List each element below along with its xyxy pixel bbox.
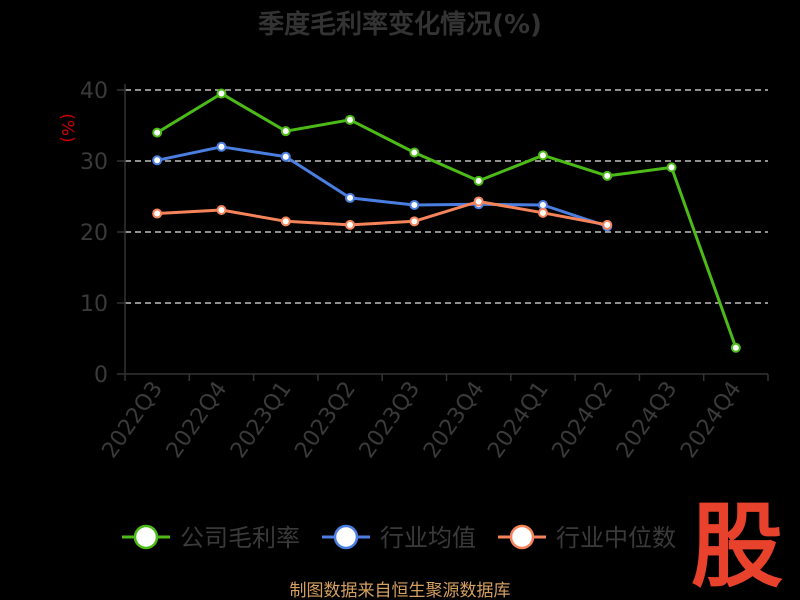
data-point[interactable] [409, 216, 420, 227]
data-point[interactable] [537, 207, 548, 218]
gridlines [125, 89, 768, 304]
series-line [155, 200, 609, 227]
legend-label: 行业中位数 [556, 524, 676, 552]
series-line [155, 145, 609, 228]
y-tick-label: 30 [80, 150, 108, 175]
legend-marker [133, 524, 159, 550]
data-point[interactable] [730, 342, 741, 353]
y-axis-unit: (%) [57, 113, 77, 142]
data-point[interactable] [473, 175, 484, 186]
data-point[interactable] [216, 141, 227, 152]
data-point[interactable] [666, 162, 677, 173]
chart-title: 季度毛利率变化情况(%) [258, 9, 542, 40]
legend-label: 公司毛利率 [180, 524, 300, 552]
data-point[interactable] [152, 208, 163, 219]
data-point[interactable] [602, 219, 613, 230]
data-point[interactable] [216, 204, 227, 215]
legend-label: 行业均值 [380, 524, 476, 552]
y-tick-label: 0 [94, 363, 108, 388]
data-point[interactable] [409, 147, 420, 158]
data-point[interactable] [152, 155, 163, 166]
data-point[interactable] [216, 88, 227, 99]
source-note: 制图数据来自恒生聚源数据库 [290, 581, 511, 600]
legend-item[interactable]: 公司毛利率 [122, 524, 300, 552]
data-point[interactable] [345, 192, 356, 203]
legend: 公司毛利率 行业均值 行业中位数 [122, 524, 676, 552]
axes [117, 84, 769, 381]
y-tick-label: 20 [80, 221, 108, 246]
data-point[interactable] [280, 216, 291, 227]
y-tick-labels: 0 10 20 30 40 [80, 79, 108, 388]
x-tick-label: 2022Q3 [98, 377, 169, 463]
series-line [155, 92, 738, 350]
legend-marker [509, 524, 535, 550]
data-point[interactable] [473, 196, 484, 207]
data-point[interactable] [537, 150, 548, 161]
x-tick-labels: 2022Q32022Q42023Q12023Q22023Q32023Q42024… [98, 377, 747, 463]
x-tick-label: 2024Q2 [548, 377, 619, 463]
data-point[interactable] [345, 114, 356, 125]
x-tick-label: 2023Q4 [419, 377, 490, 463]
x-tick-label: 2024Q1 [483, 377, 554, 463]
data-point[interactable] [280, 126, 291, 137]
data-point[interactable] [409, 200, 420, 211]
y-tick-label: 10 [80, 292, 108, 317]
x-tick-label: 2022Q4 [162, 377, 233, 463]
x-tick-label: 2023Q2 [290, 377, 361, 463]
data-point[interactable] [152, 127, 163, 138]
x-tick-label: 2023Q1 [226, 377, 297, 463]
x-tick-label: 2024Q4 [676, 377, 747, 463]
legend-marker [333, 524, 359, 550]
x-tick-label: 2024Q3 [612, 377, 683, 463]
logo-mark: 股 [691, 493, 783, 600]
data-point[interactable] [537, 200, 548, 211]
legend-item[interactable]: 行业中位数 [498, 524, 676, 552]
data-point[interactable] [280, 151, 291, 162]
legend-item[interactable]: 行业均值 [322, 524, 476, 552]
series-lines [152, 88, 741, 353]
x-tick-label: 2023Q3 [355, 377, 426, 463]
data-point[interactable] [602, 170, 613, 181]
y-tick-label: 40 [80, 79, 108, 104]
data-point[interactable] [345, 219, 356, 230]
